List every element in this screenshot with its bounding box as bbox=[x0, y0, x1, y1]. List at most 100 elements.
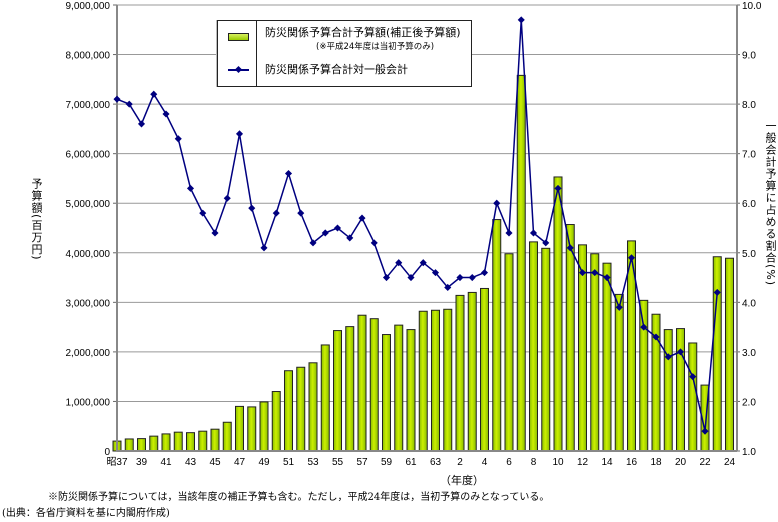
ratio-point bbox=[346, 234, 354, 242]
x-tick-label: 6 bbox=[506, 457, 512, 468]
ratio-point bbox=[713, 288, 721, 296]
bar bbox=[553, 176, 563, 452]
bar bbox=[712, 256, 722, 452]
left-tick-label: 0 bbox=[104, 447, 110, 458]
ratio-point bbox=[333, 224, 342, 232]
ratio-point bbox=[174, 135, 182, 143]
ratio-point bbox=[480, 269, 489, 277]
bar bbox=[455, 294, 465, 452]
ratio-point bbox=[407, 274, 415, 282]
x-tick-label: 18 bbox=[650, 457, 662, 468]
ratio-line bbox=[116, 19, 718, 432]
legend-line-swatch bbox=[228, 65, 249, 74]
ratio-point bbox=[260, 244, 268, 252]
ratio-point bbox=[701, 427, 709, 435]
ratio-point bbox=[297, 209, 305, 217]
ratio-point bbox=[627, 254, 636, 262]
bar bbox=[320, 344, 330, 452]
bar bbox=[296, 366, 306, 452]
ratio-point bbox=[444, 283, 452, 292]
ratio-point bbox=[689, 373, 697, 381]
ratio-point bbox=[456, 274, 464, 282]
ratio-point bbox=[358, 214, 366, 222]
left-tick-label: 8,000,000 bbox=[66, 51, 111, 62]
x-tick-label: 4 bbox=[482, 457, 488, 468]
ratio-point bbox=[137, 120, 146, 128]
bar bbox=[394, 324, 404, 452]
x-tick-label: 55 bbox=[332, 457, 344, 468]
right-tick-label: 8.0 bbox=[742, 100, 756, 111]
bar bbox=[222, 421, 232, 452]
left-tick-label: 9,000,000 bbox=[66, 1, 111, 12]
ratio-point bbox=[382, 274, 391, 282]
bar bbox=[529, 241, 538, 452]
right-tick-label: 3.0 bbox=[742, 348, 756, 359]
right-tick-label: 10.0 bbox=[742, 1, 762, 12]
bar bbox=[284, 370, 293, 452]
ratio-point bbox=[566, 244, 574, 252]
ratio-point bbox=[652, 333, 660, 341]
left-tick-label: 6,000,000 bbox=[66, 150, 111, 161]
ratio-point bbox=[248, 204, 256, 212]
left-axis-title: 予算額(百万円) bbox=[30, 178, 43, 261]
x-tick-label: 45 bbox=[209, 457, 221, 468]
ratio-point bbox=[603, 274, 611, 282]
x-tick-label: 59 bbox=[381, 457, 393, 468]
legend-bar-sublabel: (※平成24年度は当初予算のみ) bbox=[316, 42, 435, 52]
right-tick-label: 5.0 bbox=[742, 249, 756, 260]
ratio-point bbox=[468, 274, 476, 282]
ratio-point bbox=[676, 348, 685, 356]
ratio-point bbox=[664, 353, 672, 361]
bar bbox=[688, 342, 698, 452]
ratio-point bbox=[640, 323, 648, 331]
ratio-point bbox=[578, 269, 587, 277]
bar bbox=[676, 328, 685, 452]
bar bbox=[480, 287, 489, 452]
bar bbox=[663, 329, 673, 452]
right-tick-label: 9.0 bbox=[742, 51, 756, 62]
ratio-point bbox=[211, 229, 219, 237]
left-tick-label: 3,000,000 bbox=[66, 298, 111, 309]
x-tick-label: 51 bbox=[283, 457, 295, 468]
legend-line-label: 防災関係予算合計対一般会計 bbox=[265, 63, 408, 76]
ratio-point bbox=[125, 100, 133, 108]
bar bbox=[725, 257, 734, 452]
legend-bar-swatch bbox=[228, 33, 249, 41]
bar bbox=[149, 435, 159, 452]
ratio-point bbox=[370, 239, 378, 247]
ratio-point bbox=[591, 269, 599, 277]
ratio-point bbox=[150, 90, 158, 98]
left-tick-label: 1,000,000 bbox=[66, 397, 111, 408]
left-tick-label: 7,000,000 bbox=[66, 100, 111, 111]
bar bbox=[590, 253, 600, 452]
x-tick-label: 24 bbox=[724, 457, 736, 468]
right-axis-title: 一般会計予算に占める割合(%) bbox=[764, 120, 777, 287]
ratio-point bbox=[284, 169, 293, 178]
x-tick-label: 14 bbox=[601, 457, 613, 468]
ratio-point bbox=[162, 110, 170, 118]
bar bbox=[137, 438, 146, 452]
x-tick-label: 43 bbox=[185, 457, 197, 468]
ratio-point bbox=[529, 229, 538, 237]
bar bbox=[235, 405, 244, 452]
bar bbox=[431, 309, 440, 452]
ratio-point bbox=[186, 184, 195, 192]
left-tick-label: 4,000,000 bbox=[66, 249, 111, 260]
bar bbox=[247, 406, 257, 452]
bar bbox=[259, 401, 269, 452]
bar bbox=[333, 330, 342, 452]
bar bbox=[345, 326, 355, 452]
bar bbox=[614, 293, 624, 452]
right-tick-label: 1.0 bbox=[742, 447, 756, 458]
ratio-point bbox=[517, 16, 525, 24]
ratio-point bbox=[395, 259, 403, 267]
ratio-point bbox=[235, 130, 244, 138]
bar bbox=[541, 247, 551, 452]
right-tick-label: 6.0 bbox=[742, 199, 756, 210]
x-tick-label: 20 bbox=[675, 457, 687, 468]
bar bbox=[504, 253, 514, 452]
x-axis-title: （年度） bbox=[440, 474, 484, 487]
legend: 防災関係予算合計予算額(補正後予算額) (※平成24年度は当初予算のみ) 防災関… bbox=[217, 20, 472, 87]
ratio-point bbox=[615, 303, 623, 311]
